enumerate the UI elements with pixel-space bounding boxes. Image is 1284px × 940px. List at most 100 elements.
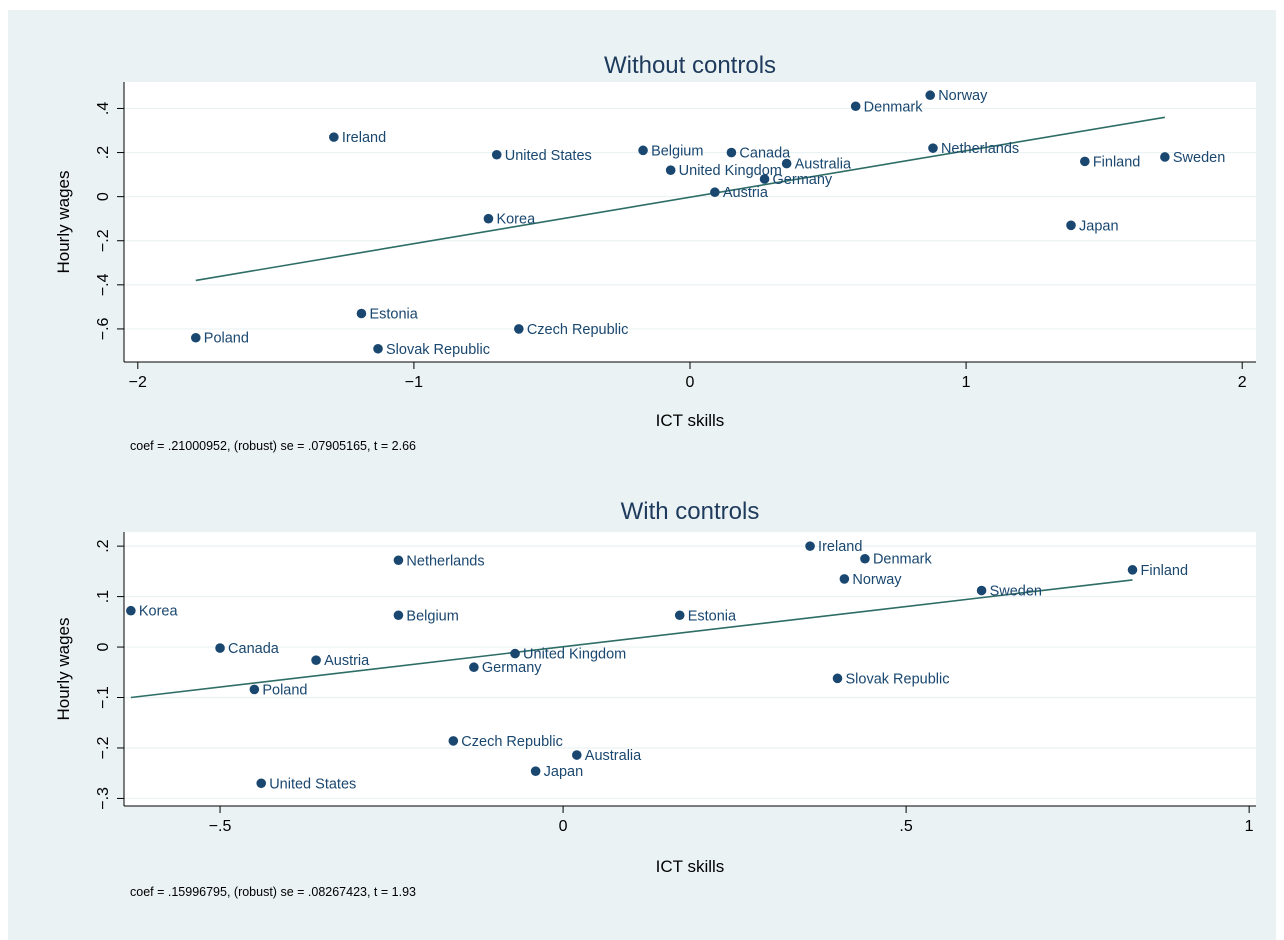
point-ireland [805, 541, 815, 551]
point-label: Slovak Republic [846, 671, 950, 687]
x-tick-label: 0 [686, 374, 695, 391]
point-czech-republic [448, 736, 459, 746]
y-tick-label: 0 [95, 643, 112, 652]
fit-line [195, 116, 1166, 282]
point-label: Netherlands [406, 553, 484, 569]
chart-title: Without controls [604, 52, 776, 79]
point-sweden [1160, 152, 1170, 162]
point-label: Australia [795, 157, 852, 173]
x-axis-label: ICT skills [656, 857, 725, 876]
point-denmark [850, 101, 861, 112]
x-tick-label: 1 [962, 374, 971, 391]
point-label: Norway [852, 572, 902, 588]
point-finland [1127, 565, 1138, 575]
y-tick-label: −.4 [95, 273, 112, 296]
point-slovak-republic [832, 673, 843, 684]
point-label: Netherlands [941, 141, 1019, 157]
point-belgium [393, 610, 404, 621]
point-japan [1066, 220, 1076, 231]
y-tick-label: 0 [95, 192, 112, 201]
point-label: Germany [773, 172, 833, 188]
point-canada [215, 643, 225, 653]
fit-line [130, 579, 1133, 699]
y-tick-label: −.2 [95, 737, 112, 760]
point-label: Slovak Republic [386, 342, 490, 358]
point-poland [190, 332, 201, 343]
point-norway [925, 90, 936, 101]
point-united-kingdom [510, 648, 520, 659]
point-belgium [638, 145, 648, 156]
point-australia [781, 158, 792, 169]
point-label: Japan [544, 764, 584, 780]
point-label: Australia [585, 748, 642, 764]
y-tick-label: −.3 [95, 787, 112, 810]
panel-with-controls: Ireland Denmark Netherlands Finland Norway Sw… [54, 498, 1256, 899]
point-ireland [329, 132, 339, 142]
chart-title: With controls [621, 498, 760, 525]
point-label: United States [269, 776, 356, 792]
axes: −.5 0 .5 1 −.3 −.2 −.1 0 .1 .2 [95, 532, 1256, 835]
y-tick-label: −.2 [95, 229, 112, 252]
y-tick-label: .2 [95, 146, 112, 159]
point-label: United Kingdom [523, 647, 626, 663]
point-label: Canada [228, 641, 280, 657]
point-korea [126, 605, 136, 616]
point-label: Sweden [990, 584, 1042, 600]
point-label: Germany [482, 660, 542, 676]
x-tick-label: 2 [1238, 374, 1247, 391]
point-united-kingdom [665, 165, 676, 175]
regression-note: coef = .21000952, (robust) se = .0790516… [130, 439, 416, 453]
x-tick-label: 1 [1245, 818, 1254, 835]
point-label: Belgium [651, 143, 703, 159]
x-axis-label: ICT skills [656, 411, 725, 430]
regression-note: coef = .15996795, (robust) se = .0826742… [130, 885, 416, 899]
point-estonia [356, 308, 367, 319]
y-tick-label: −.6 [95, 317, 112, 340]
point-label: Canada [739, 146, 791, 162]
point-denmark [860, 553, 870, 564]
point-label: Poland [204, 331, 249, 347]
x-tick-label: −.5 [209, 818, 232, 835]
x-tick-label: .5 [899, 818, 912, 835]
point-united-states [256, 778, 267, 789]
point-finland [1080, 156, 1090, 167]
point-label: United Kingdom [679, 163, 782, 179]
point-label: Korea [496, 212, 536, 228]
point-label: Japan [1079, 218, 1119, 234]
points-layer: Norway Denmark Ireland United States Belgium… [190, 88, 1225, 358]
point-label: Czech Republic [527, 322, 629, 338]
point-australia [572, 750, 582, 760]
point-netherlands [928, 143, 938, 153]
point-czech-republic [514, 324, 524, 334]
plot-region [124, 532, 1256, 806]
point-label: Finland [1093, 154, 1141, 170]
x-tick-label: −1 [405, 374, 423, 391]
point-label: Denmark [873, 552, 933, 568]
point-poland [249, 684, 260, 695]
point-label: Austria [723, 185, 769, 201]
point-japan [530, 766, 541, 776]
point-label: Finland [1141, 563, 1189, 579]
point-austria [710, 187, 720, 198]
y-tick-label: −.1 [95, 686, 112, 709]
point-netherlands [393, 555, 404, 566]
point-label: United States [505, 148, 592, 164]
point-label: Ireland [818, 539, 862, 555]
points-layer: Ireland Denmark Netherlands Finland Norway Sw… [126, 539, 1188, 792]
point-korea [483, 213, 494, 224]
point-label: Norway [938, 88, 988, 104]
point-germany [759, 174, 770, 184]
point-label: Belgium [406, 608, 458, 624]
point-sweden [976, 585, 987, 596]
y-tick-label: .2 [95, 539, 112, 552]
point-label: Denmark [864, 99, 924, 115]
panel-without-controls: Norway Denmark Ireland United States Belgium… [54, 52, 1256, 453]
point-estonia [674, 610, 685, 621]
plot-region [124, 82, 1256, 362]
point-slovak-republic [373, 343, 383, 354]
point-label: Estonia [688, 608, 737, 624]
x-tick-label: 0 [559, 818, 568, 835]
point-label: Sweden [1173, 150, 1225, 166]
point-germany [469, 662, 479, 673]
